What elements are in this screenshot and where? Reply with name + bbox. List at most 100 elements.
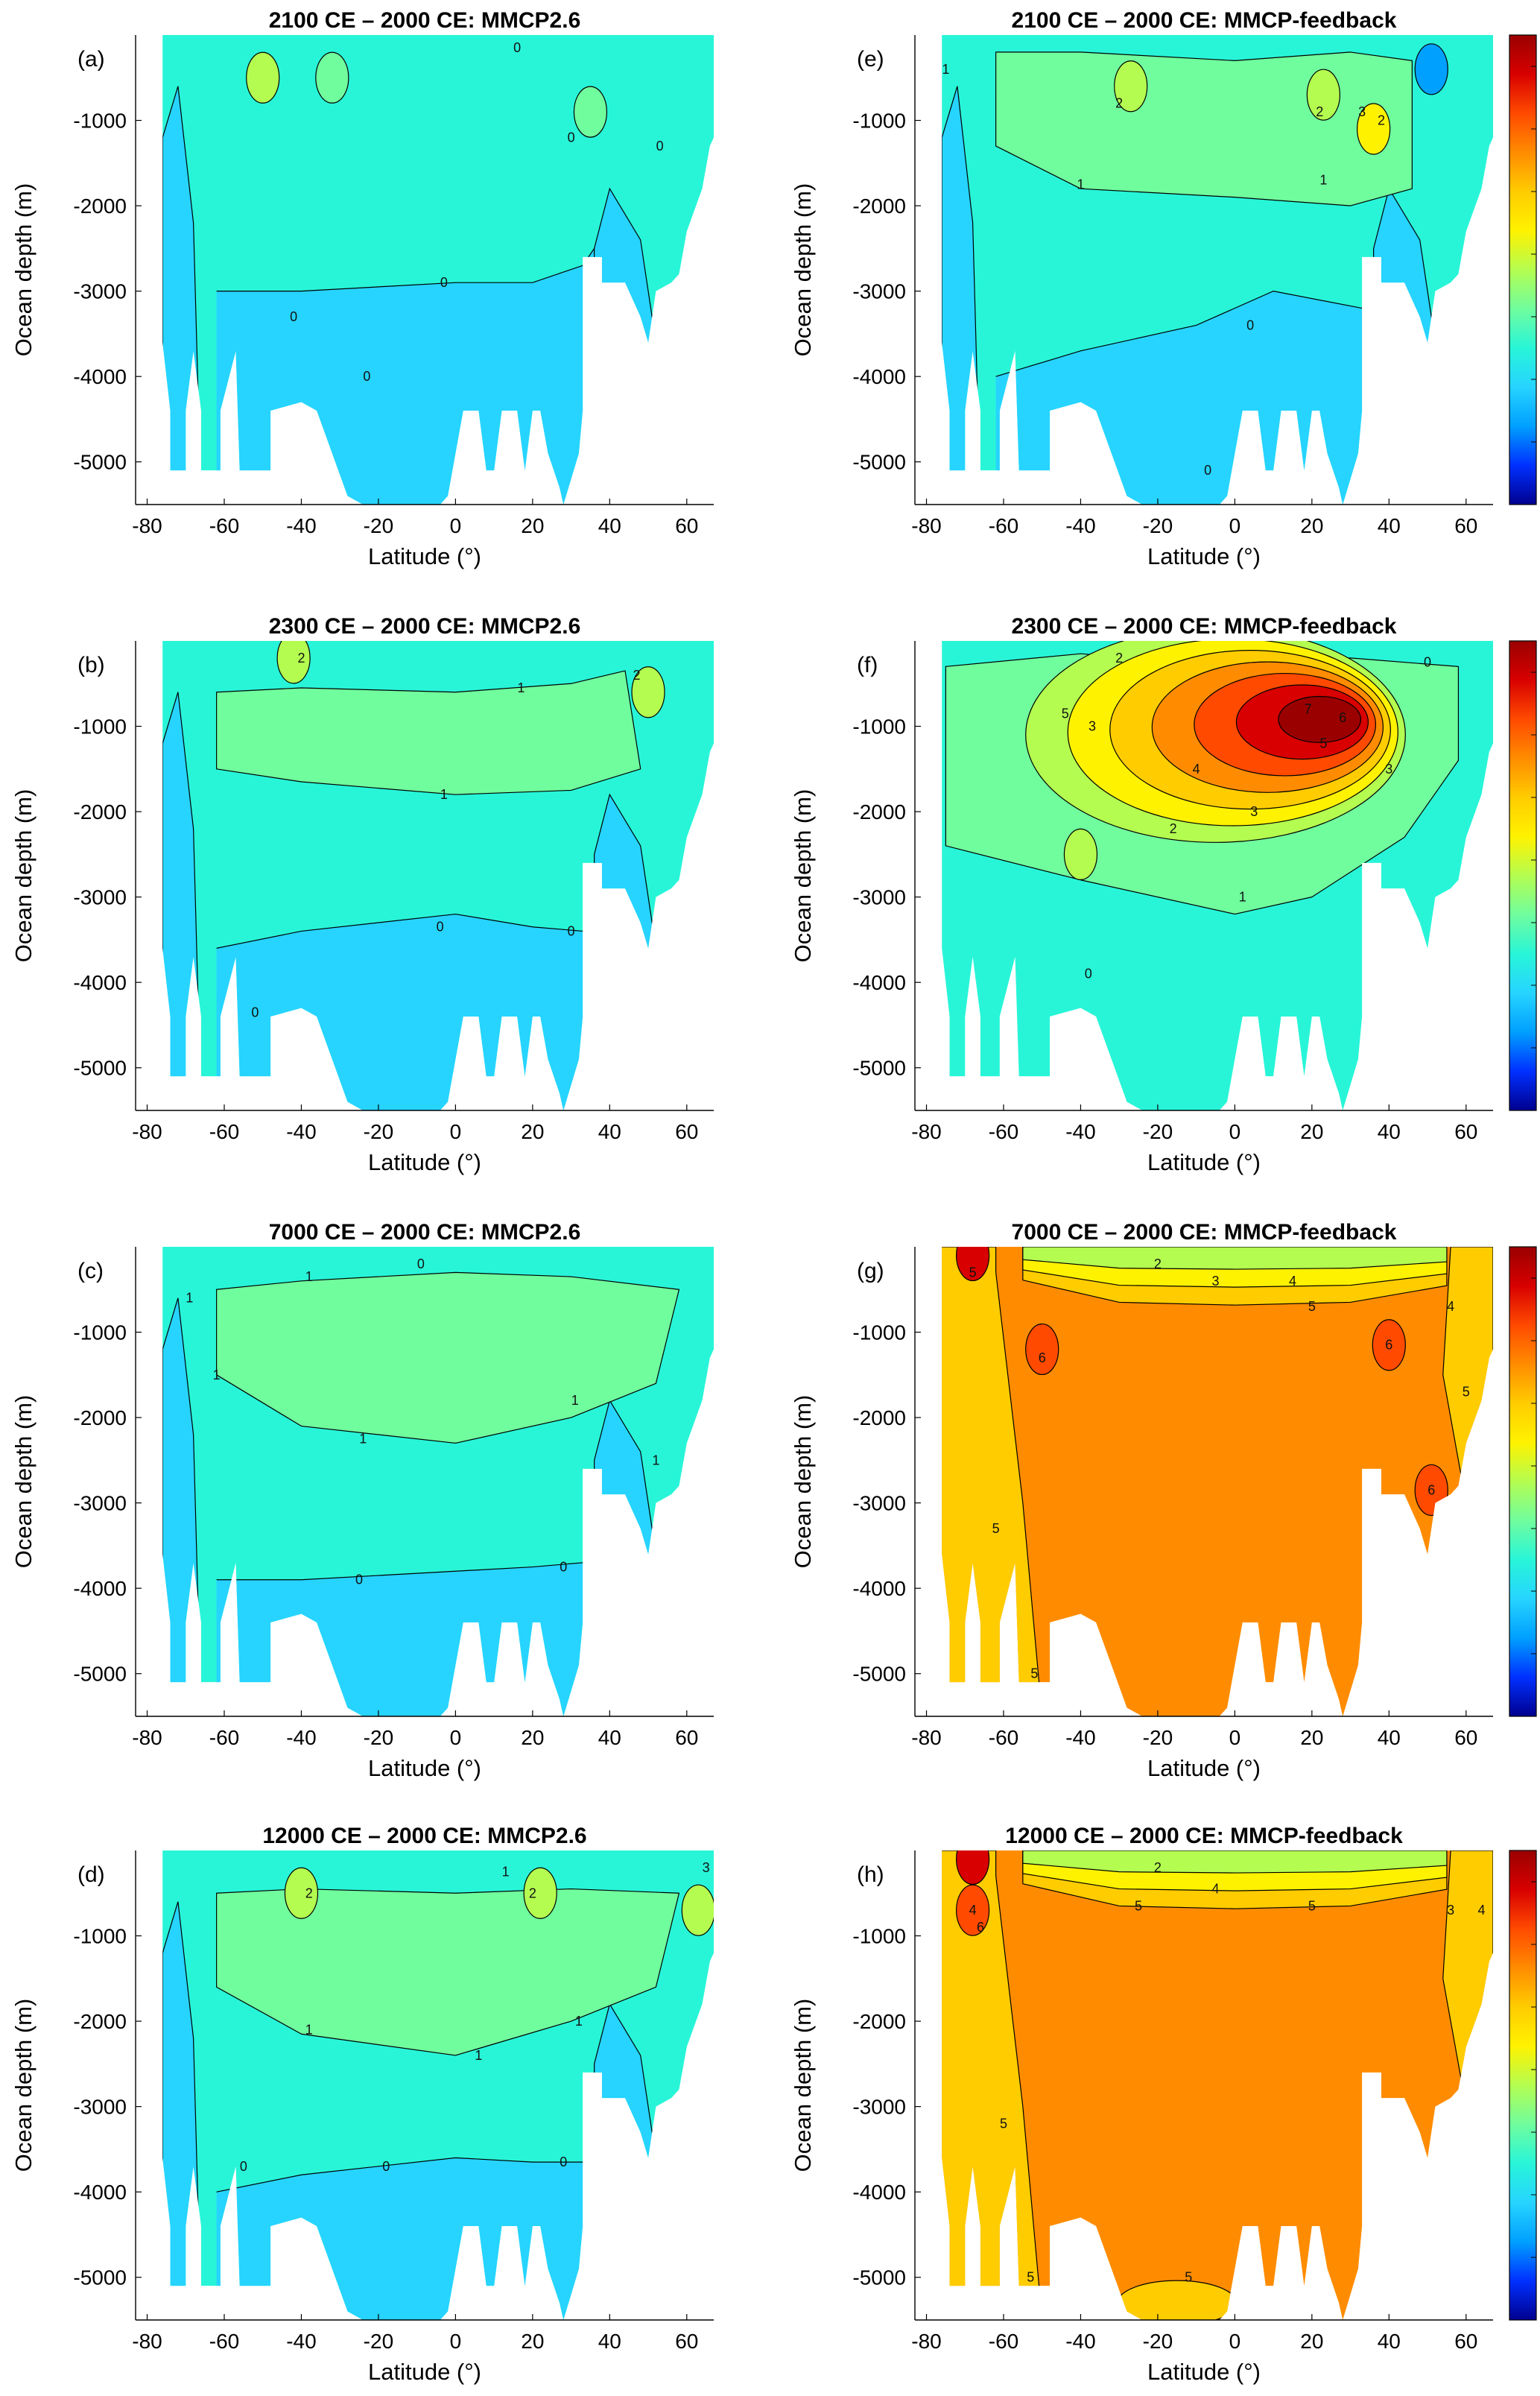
y-tick-label: -3000 — [73, 280, 127, 303]
y-tick-label: -1000 — [852, 110, 906, 133]
x-tick-label: -20 — [1143, 2330, 1173, 2353]
x-tick-label: 0 — [1229, 514, 1241, 537]
deep-layer — [216, 1562, 583, 1716]
x-tick-label: 40 — [598, 2330, 621, 2353]
contour-label: 3 — [1250, 804, 1258, 819]
ocean-region: 1 0 0 1 1 0 1 1 1 — [136, 1247, 714, 1716]
contour-label: 2 — [1154, 1257, 1162, 1271]
y-tick-label: -4000 — [73, 365, 127, 388]
contour-label: 0 — [513, 40, 521, 55]
y-tick-label: -5000 — [852, 1057, 906, 1080]
x-tick-label: -20 — [1143, 514, 1173, 537]
contour-label: 0 — [363, 369, 370, 384]
y-axis-label: Ocean depth (m) — [10, 1395, 37, 1569]
contour-blob — [1306, 69, 1340, 121]
panel-title: 7000 CE – 2000 CE: MMCP2.6 — [269, 1220, 581, 1245]
panel-letter: (d) — [77, 1862, 105, 1887]
surface-band-two — [1022, 1247, 1448, 1270]
y-tick-label: -2000 — [852, 2010, 906, 2033]
x-axis-label: Latitude (°) — [1147, 1149, 1261, 1175]
panel-title: 2100 CE – 2000 CE: MMCP2.6 — [269, 8, 581, 33]
contour-label: 2 — [1316, 104, 1323, 119]
x-tick-label: 40 — [598, 1120, 621, 1143]
contour-label: 0 — [568, 130, 575, 145]
contour-label: 1 — [359, 1432, 367, 1447]
contour-label: 0 — [290, 309, 297, 324]
contour-label: 6 — [1427, 1482, 1435, 1497]
contour-label: 1 — [305, 1269, 313, 1284]
contour-label: 7 — [1305, 702, 1312, 717]
x-tick-label: 0 — [1229, 2330, 1241, 2353]
panel-title: 12000 CE – 2000 CE: MMCP-feedback — [1005, 1824, 1403, 1848]
contour-label: 0 — [382, 2159, 390, 2174]
contour-blob — [631, 666, 665, 718]
x-tick-label: -80 — [911, 1726, 941, 1749]
y-tick-label: -5000 — [852, 1663, 906, 1686]
contour-label: 0 — [568, 923, 575, 938]
contour-label: 6 — [1385, 1338, 1392, 1353]
x-tick-label: 20 — [521, 1726, 544, 1749]
x-tick-label: 20 — [521, 2330, 544, 2353]
contour-label: 5 — [1308, 1299, 1316, 1314]
ocean-region: 0 0 0 0 0 0 — [136, 35, 714, 505]
x-tick-label: -40 — [1065, 514, 1095, 537]
x-tick-label: -80 — [911, 2330, 941, 2353]
contour-label: 5 — [1000, 2117, 1007, 2131]
deep-layer — [216, 914, 583, 1110]
contour-label: 3 — [1358, 104, 1366, 119]
contour-label: 0 — [1454, 352, 1462, 367]
x-tick-label: 40 — [598, 514, 621, 537]
colorbar-scale — [1509, 34, 1537, 505]
x-tick-label: 60 — [1454, 1726, 1477, 1749]
y-axis-label: Ocean depth (m) — [790, 183, 816, 357]
contour-label: 3 — [1212, 1274, 1220, 1289]
x-tick-label: 60 — [1454, 514, 1477, 537]
x-axis-label: Latitude (°) — [368, 1149, 481, 1175]
x-tick-label: -80 — [132, 1120, 162, 1143]
panel-title: 2300 CE – 2000 CE: MMCP-feedback — [1012, 614, 1397, 639]
contour-blob — [573, 86, 608, 138]
x-tick-label: 20 — [1300, 1726, 1323, 1749]
contour-label: 6 — [977, 1920, 984, 1935]
x-tick-label: -40 — [286, 1726, 316, 1749]
x-tick-label: 20 — [521, 514, 544, 537]
contour-label: 4 — [1212, 1882, 1220, 1897]
x-tick-label: 40 — [1378, 1120, 1401, 1143]
contour-label: 5 — [1436, 2142, 1443, 2157]
contour-blob — [315, 51, 349, 104]
x-axis-label: Latitude (°) — [1147, 2359, 1261, 2385]
x-tick-label: -60 — [209, 2330, 239, 2353]
contour-label: 0 — [560, 1560, 567, 1575]
mid-layer — [216, 670, 641, 795]
contour-label: 1 — [571, 1393, 579, 1408]
mid-layer — [216, 1888, 680, 2056]
contour-label: 2 — [1115, 651, 1123, 666]
y-tick-label: -1000 — [73, 1321, 127, 1344]
contour-label: 0 — [560, 2155, 567, 2169]
panel-letter: (a) — [77, 47, 105, 72]
x-tick-label: 40 — [1378, 1726, 1401, 1749]
panel-title: 7000 CE – 2000 CE: MMCP-feedback — [1012, 1220, 1397, 1245]
colorbar-2: 86420-2-4-6Ocean temperature (°C) — [1509, 1246, 1537, 1717]
y-axis-label: Ocean depth (m) — [10, 1999, 37, 2172]
contour-blob — [284, 1867, 319, 1919]
x-tick-label: -20 — [1143, 1726, 1173, 1749]
contour-label: 4 — [1447, 1299, 1454, 1314]
surface-band-two — [1022, 1850, 1448, 1874]
contour-label: 6 — [1339, 710, 1346, 725]
contour-blob — [1357, 103, 1391, 155]
contour-label: 0 — [656, 139, 664, 154]
contour-line-deep — [216, 2157, 583, 2193]
y-tick-label: -2000 — [852, 195, 906, 218]
y-tick-label: -3000 — [852, 280, 906, 303]
panel-letter: (b) — [77, 653, 105, 677]
contour-field: 1 0 0 1 1 0 1 1 1 — [136, 1247, 714, 1716]
bottom-blob — [1117, 2280, 1238, 2320]
contour-label: 0 — [355, 1572, 363, 1587]
contour-label: 2 — [1170, 821, 1177, 836]
contour-label: 2 — [633, 668, 641, 683]
